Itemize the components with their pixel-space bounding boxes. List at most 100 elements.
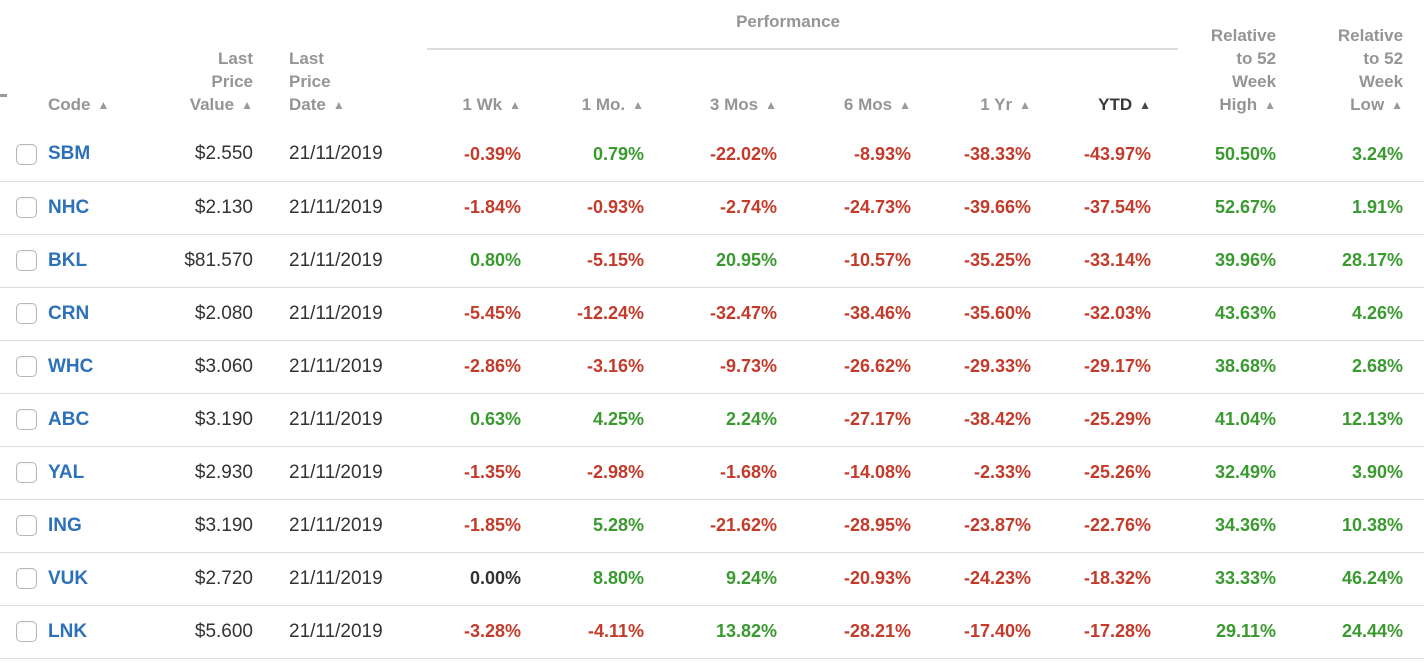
last-price-value-cell: $5.600	[120, 605, 258, 659]
perf-1yr-cell: -23.87%	[916, 499, 1036, 553]
perf-3mos-cell: -1.68%	[649, 446, 782, 500]
perf-6mos-cell: -20.93%	[782, 552, 916, 606]
row-checkbox[interactable]	[16, 302, 37, 324]
header-line: Price	[289, 72, 331, 91]
code-link[interactable]: LNK	[48, 620, 88, 642]
code-link[interactable]: ING	[48, 514, 82, 536]
row-checkbox[interactable]	[16, 196, 37, 218]
rel-52wk-high-cell: 29.11%	[1156, 605, 1282, 659]
perf-6mos-cell: -38.46%	[782, 287, 916, 341]
code-link[interactable]: NHC	[48, 196, 90, 218]
column-header-1wk[interactable]: 1 Wk ▲	[420, 50, 526, 128]
code-link[interactable]: CRN	[48, 302, 90, 324]
rel-52wk-high-cell: 52.67%	[1156, 181, 1282, 235]
checkbox-cell	[0, 552, 40, 606]
header-line: Low	[1350, 95, 1385, 114]
perf-ytd-cell: -37.54%	[1036, 181, 1157, 235]
header-label: 3 Mos	[709, 95, 759, 114]
sort-asc-icon: ▲	[509, 98, 521, 112]
code-cell: SBM	[40, 128, 120, 182]
sort-asc-icon: ▲	[97, 98, 110, 112]
row-checkbox[interactable]	[16, 143, 37, 165]
table-row: SBM $2.550 21/11/2019 -0.39% 0.79% -22.0…	[0, 128, 1424, 182]
column-header-last-price-date[interactable]: Last Price Date ▲	[258, 0, 420, 128]
sort-asc-icon: ▲	[632, 98, 644, 112]
last-price-value-cell: $3.190	[120, 499, 258, 553]
row-checkbox[interactable]	[16, 461, 37, 483]
rel-52wk-high-cell: 34.36%	[1156, 499, 1282, 553]
code-link[interactable]: BKL	[48, 249, 88, 271]
table-row: BKL $81.570 21/11/2019 0.80% -5.15% 20.9…	[0, 234, 1424, 288]
table-row: ABC $3.190 21/11/2019 0.63% 4.25% 2.24% …	[0, 393, 1424, 447]
last-price-date-cell: 21/11/2019	[258, 605, 420, 659]
code-cell: BKL	[40, 234, 120, 288]
perf-1yr-cell: -29.33%	[916, 340, 1036, 394]
perf-1yr-cell: -24.23%	[916, 552, 1036, 606]
rel-52wk-low-cell: 4.26%	[1281, 287, 1424, 341]
row-checkbox[interactable]	[16, 620, 37, 642]
perf-1mo-cell: -4.11%	[526, 605, 649, 659]
perf-1mo-cell: 5.28%	[526, 499, 649, 553]
sort-asc-icon: ▲	[899, 98, 911, 112]
row-checkbox[interactable]	[16, 514, 37, 536]
checkbox-cell	[0, 393, 40, 447]
header-line: Relative	[1210, 26, 1277, 45]
header-label: 1 Mo.	[581, 95, 626, 114]
column-header-1mo[interactable]: 1 Mo. ▲	[526, 50, 649, 128]
column-header-rel-52wk-high[interactable]: Relative to 52 Week High ▲	[1156, 0, 1281, 128]
last-price-date-cell: 21/11/2019	[258, 234, 420, 288]
checkbox-cell	[0, 181, 40, 235]
perf-1wk-cell: -3.28%	[420, 605, 526, 659]
code-link[interactable]: YAL	[48, 461, 85, 483]
performance-group-label: Performance	[736, 12, 840, 31]
header-label: 6 Mos	[843, 95, 893, 114]
perf-1wk-cell: 0.00%	[420, 552, 526, 606]
row-checkbox[interactable]	[16, 355, 37, 377]
rel-52wk-high-cell: 50.50%	[1156, 128, 1282, 182]
perf-1wk-cell: -1.84%	[420, 181, 526, 235]
last-price-value-cell: $3.060	[120, 340, 258, 394]
rel-52wk-low-cell: 46.24%	[1281, 552, 1424, 606]
perf-1yr-cell: -35.25%	[916, 234, 1036, 288]
header-label: YTD	[1098, 95, 1133, 114]
code-cell: NHC	[40, 181, 120, 235]
code-link[interactable]: SBM	[48, 143, 91, 165]
last-price-date-cell: 21/11/2019	[258, 552, 420, 606]
perf-3mos-cell: -9.73%	[649, 340, 782, 394]
perf-1wk-cell: -5.45%	[420, 287, 526, 341]
row-checkbox[interactable]	[16, 249, 37, 271]
sort-asc-icon: ▲	[765, 98, 777, 112]
perf-1mo-cell: -2.98%	[526, 446, 649, 500]
row-checkbox[interactable]	[16, 567, 37, 589]
column-header-3mos[interactable]: 3 Mos ▲	[649, 50, 782, 128]
perf-1yr-cell: -17.40%	[916, 605, 1036, 659]
code-link[interactable]: VUK	[48, 567, 89, 589]
checkbox-cell	[0, 234, 40, 288]
table-body: SBM $2.550 21/11/2019 -0.39% 0.79% -22.0…	[0, 128, 1424, 659]
table-row: VUK $2.720 21/11/2019 0.00% 8.80% 9.24% …	[0, 552, 1424, 606]
perf-1wk-cell: -1.35%	[420, 446, 526, 500]
column-header-rel-52wk-low[interactable]: Relative to 52 Week Low ▲	[1281, 0, 1424, 128]
code-link[interactable]: WHC	[48, 355, 94, 377]
code-link[interactable]: ABC	[48, 408, 90, 430]
row-checkbox[interactable]	[16, 408, 37, 430]
column-header-last-price-value[interactable]: Last Price Value ▲	[120, 0, 258, 128]
checkbox-cell	[0, 287, 40, 341]
code-cell: LNK	[40, 605, 120, 659]
table-row: CRN $2.080 21/11/2019 -5.45% -12.24% -32…	[0, 287, 1424, 341]
table-row: NHC $2.130 21/11/2019 -1.84% -0.93% -2.7…	[0, 181, 1424, 235]
column-header-ytd[interactable]: YTD ▲	[1036, 50, 1156, 128]
perf-6mos-cell: -24.73%	[782, 181, 916, 235]
column-header-code[interactable]: Code ▲	[40, 0, 120, 128]
perf-1yr-cell: -2.33%	[916, 446, 1036, 500]
table-row: WHC $3.060 21/11/2019 -2.86% -3.16% -9.7…	[0, 340, 1424, 394]
column-header-6mos[interactable]: 6 Mos ▲	[782, 50, 916, 128]
perf-ytd-cell: -22.76%	[1036, 499, 1157, 553]
header-line: Value	[189, 95, 235, 114]
column-header-1yr[interactable]: 1 Yr ▲	[916, 50, 1036, 128]
perf-3mos-cell: 2.24%	[649, 393, 782, 447]
checkbox-cell	[0, 499, 40, 553]
performance-underline	[427, 48, 1179, 50]
header-line: Week	[1358, 72, 1404, 91]
